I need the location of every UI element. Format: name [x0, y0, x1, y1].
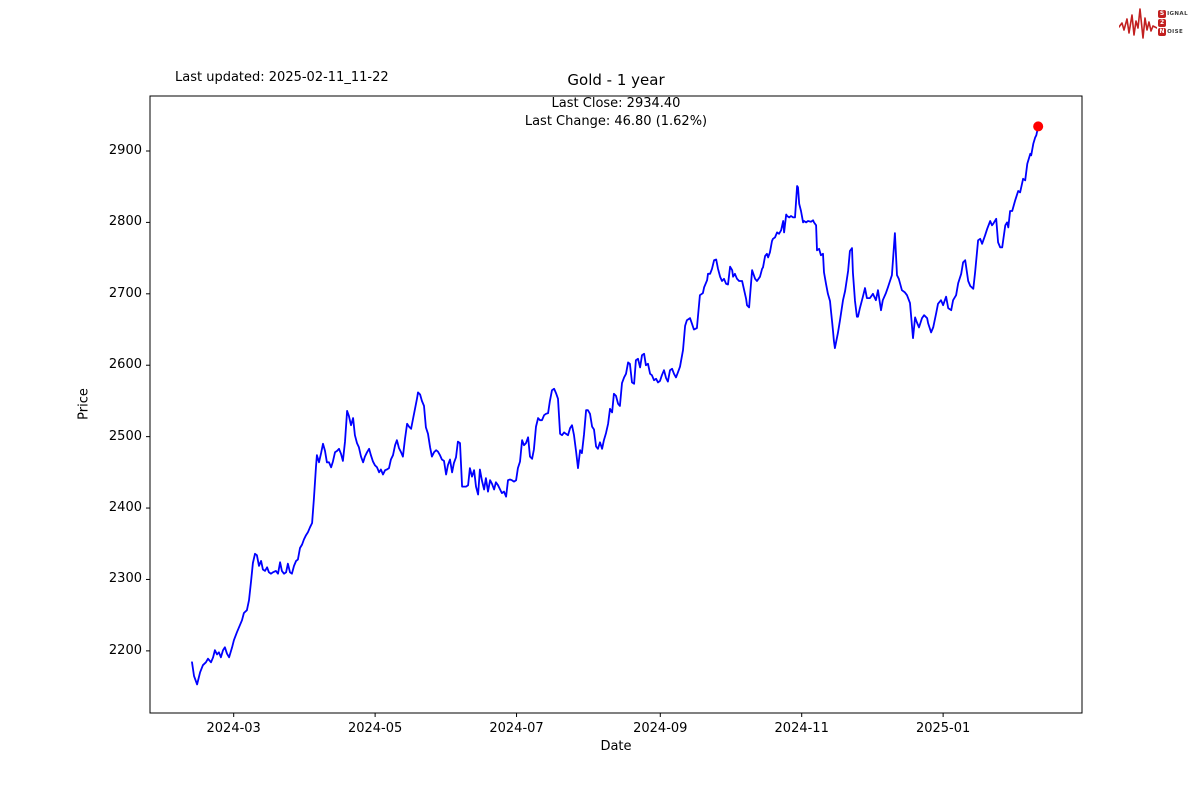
x-tick-label: 2025-01 — [915, 721, 971, 736]
logo-row-signal: S IGNAL — [1158, 10, 1188, 18]
logo-badge-2: 2 — [1158, 19, 1167, 27]
x-tick-label: 2024-09 — [633, 721, 688, 736]
logo-word-ignal: IGNAL — [1167, 11, 1188, 17]
logo-badge-n: N — [1158, 28, 1167, 36]
ekg-waveform-icon — [1119, 8, 1158, 39]
x-tick-label: 2024-07 — [489, 721, 544, 736]
x-tick-label: 2024-11 — [774, 721, 829, 736]
logo-text: S IGNAL 2 N OISE — [1158, 10, 1188, 36]
logo-badge-s: S — [1158, 10, 1167, 18]
y-tick-label: 2300 — [108, 571, 142, 587]
x-axis-label: Date — [600, 739, 632, 754]
logo-word-oise: OISE — [1167, 29, 1184, 35]
last-close-annotation: Last Close: 2934.40 Last Change: 46.80 (… — [150, 95, 1082, 131]
last-change-line: Last Change: 46.80 (1.62%) — [524, 114, 708, 129]
y-axis-label: Price — [76, 388, 92, 420]
y-tick-label: 2600 — [108, 357, 142, 373]
y-tick-label: 2900 — [108, 142, 142, 158]
chart-title: Gold - 1 year — [567, 71, 665, 89]
last-close-line: Last Close: 2934.40 — [551, 96, 681, 111]
y-tick-label: 2500 — [108, 428, 142, 444]
plot-frame — [149, 95, 1083, 714]
logo-row-noise: N OISE — [1158, 28, 1188, 36]
y-tick-label: 2400 — [108, 500, 142, 516]
signal2noise-logo: S IGNAL 2 N OISE — [1119, 6, 1188, 40]
x-tick-label: 2024-05 — [347, 721, 403, 736]
y-tick-label: 2200 — [108, 642, 142, 658]
x-tick-label: 2024-03 — [206, 721, 261, 736]
price-line — [191, 125, 1040, 686]
last-updated-text: Last updated: 2025-02-11_11-22 — [175, 70, 389, 85]
y-tick-label: 2800 — [108, 214, 142, 230]
y-tick-label: 2700 — [108, 285, 142, 301]
last-price-marker — [1033, 121, 1044, 132]
logo-row-2: 2 — [1158, 19, 1188, 27]
